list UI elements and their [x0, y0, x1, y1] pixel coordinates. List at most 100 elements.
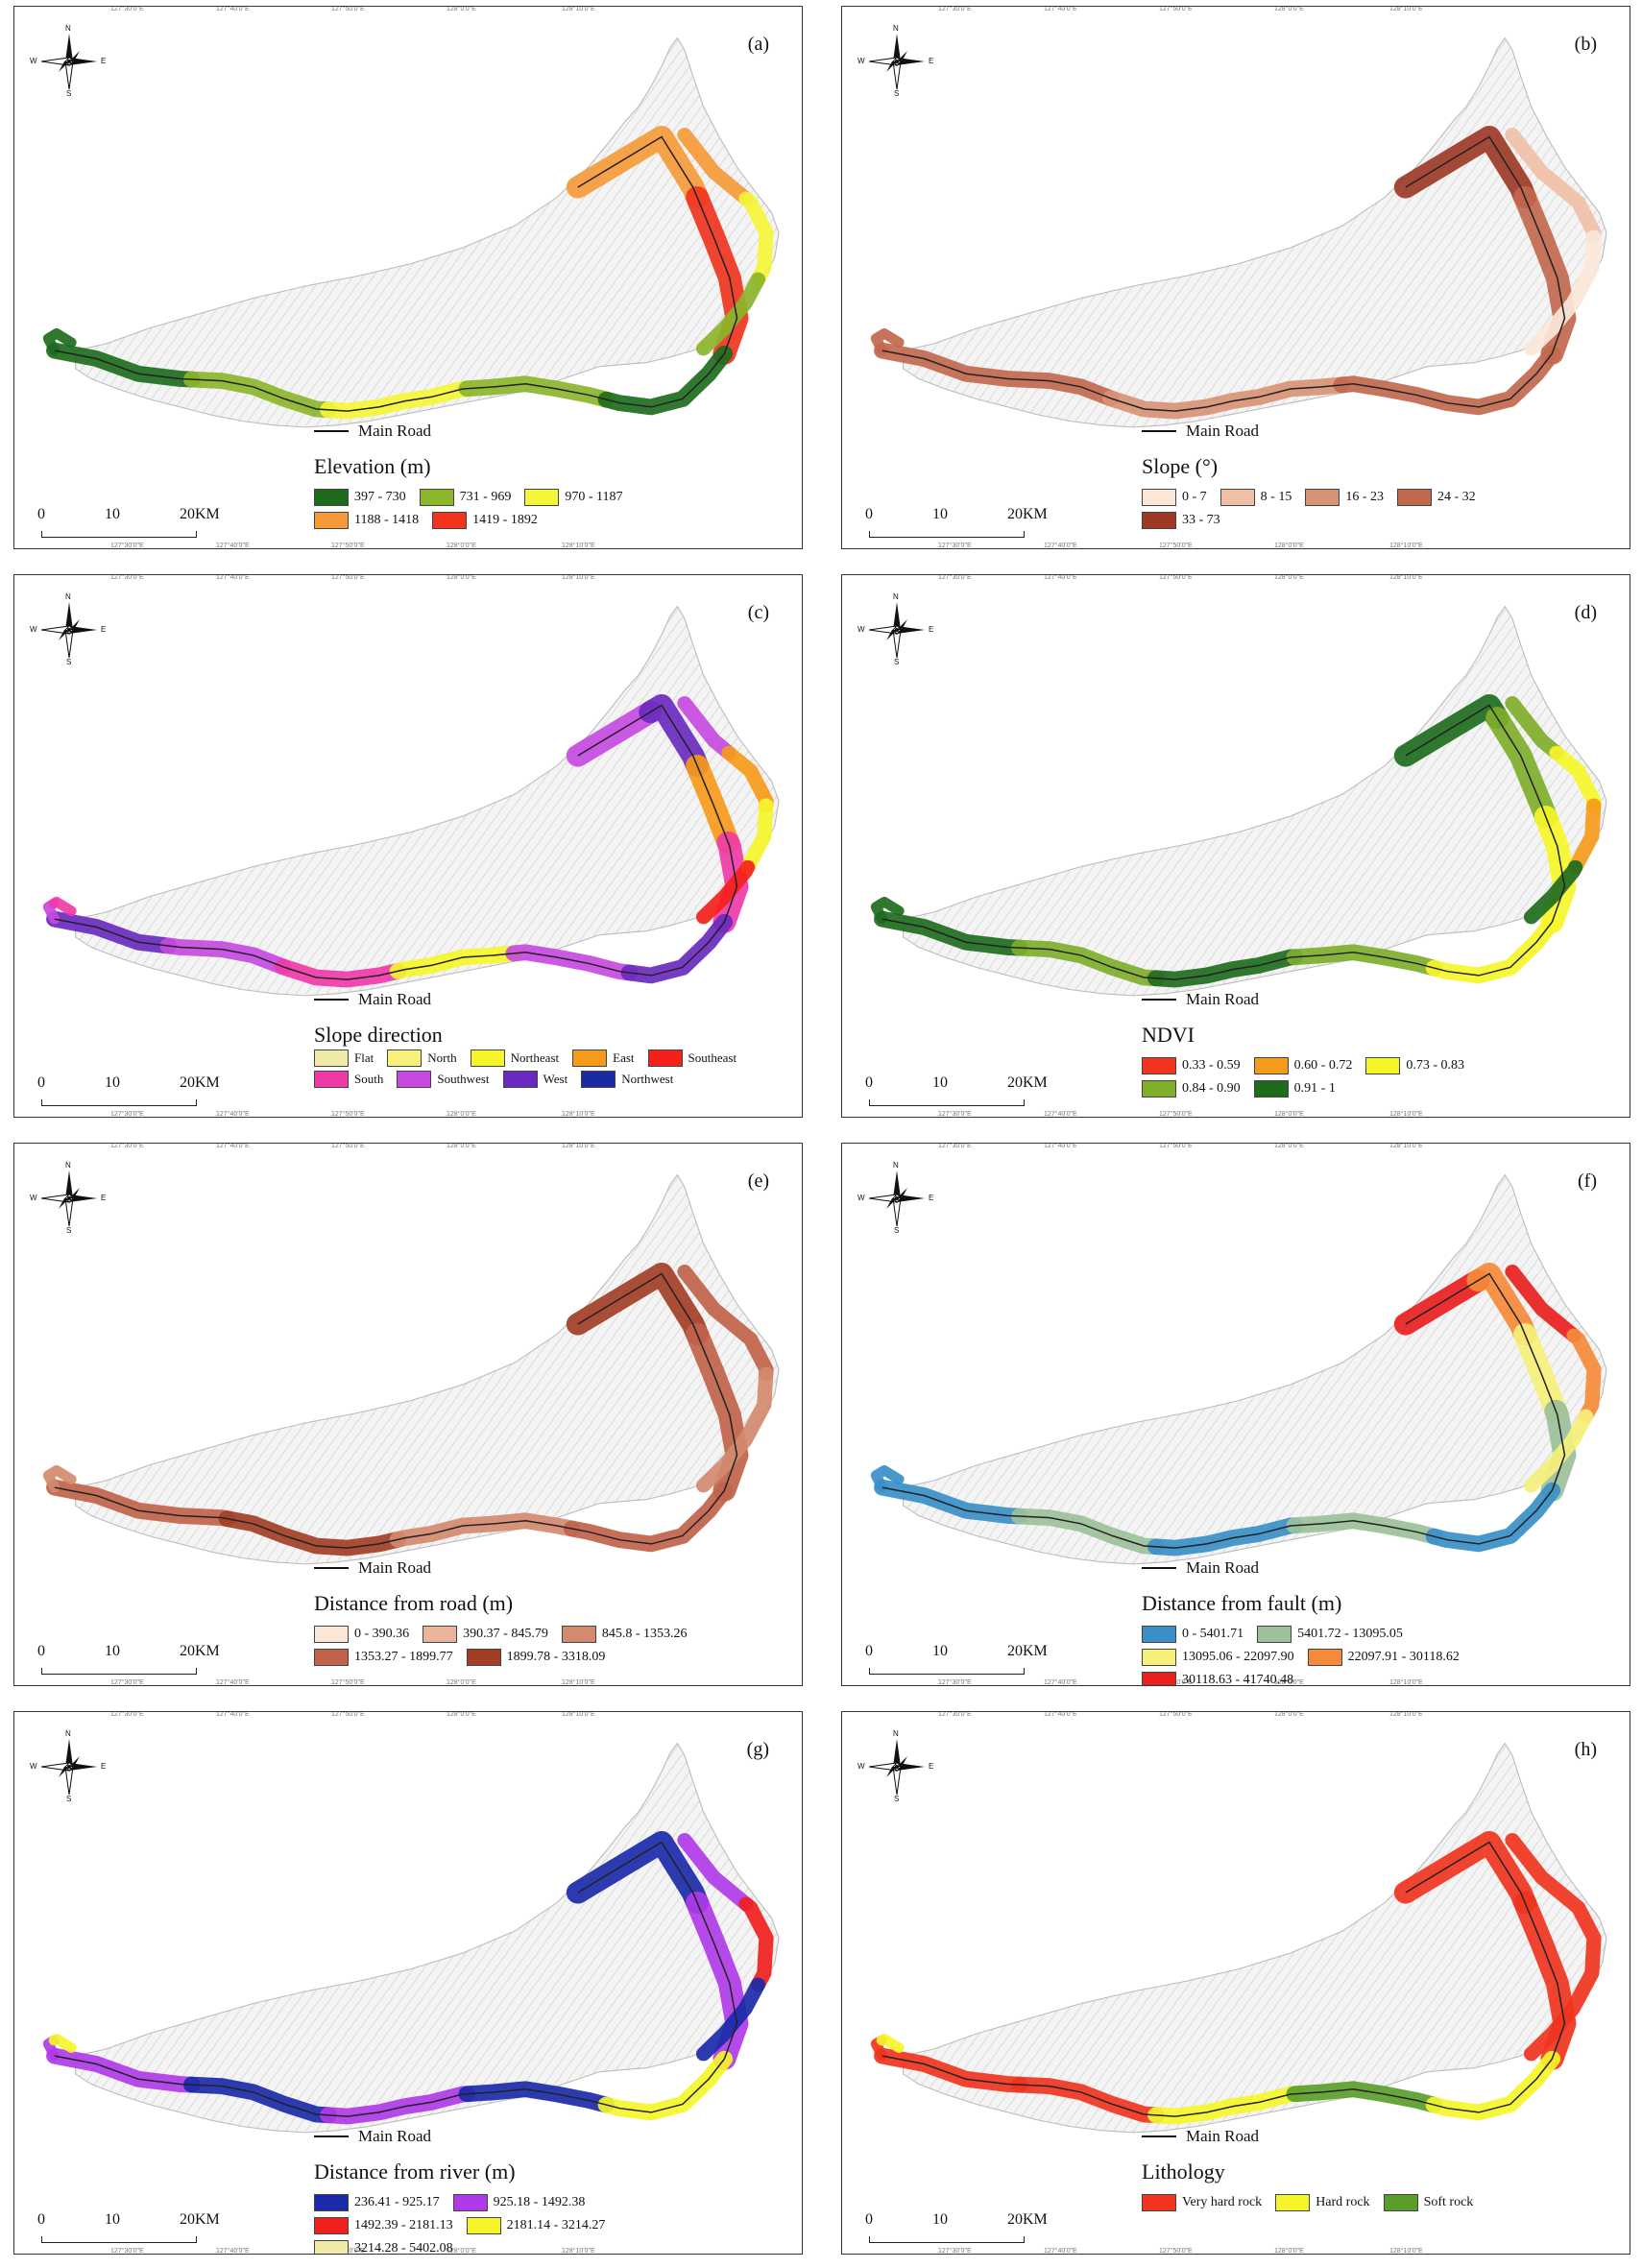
- scale-label-10: 10: [105, 2211, 120, 2228]
- road-legend-label: Main Road: [1186, 990, 1260, 1008]
- panel-label: (a): [747, 34, 769, 55]
- study-area-hillshade: [75, 1742, 780, 2134]
- legend-swatch: [1397, 489, 1433, 506]
- road-legend-label: Main Road: [358, 2127, 432, 2145]
- legend-label: Hard rock: [1316, 2195, 1370, 2209]
- scale-bar-ruler: [41, 1668, 197, 1675]
- main-road-line: [1405, 1272, 1566, 1491]
- study-area-hillshade: [903, 36, 1607, 428]
- longitude-tick-label: 128°0'0"E: [447, 1679, 476, 1686]
- panel-label: (b): [1574, 34, 1597, 55]
- longitude-tick-label: 127°30'0"E: [110, 1679, 144, 1686]
- scale-bar-ruler: [869, 2236, 1025, 2243]
- legend-label: 390.37 - 845.79: [463, 1627, 548, 1641]
- panel-label: (d): [1574, 602, 1597, 623]
- main-road-line: [54, 918, 726, 980]
- class-band-east: [677, 128, 774, 356]
- longitude-tick-label: 128°0'0"E: [1274, 1679, 1304, 1686]
- legend-items: 0 - 7 8 - 15 16 - 23 24 - 32 33 - 73: [1142, 489, 1545, 529]
- class-band-east: [677, 1833, 774, 2062]
- scale-bar: 0 10 20KM: [36, 506, 220, 541]
- compass-e-label: E: [929, 1762, 934, 1771]
- legend-swatch: [1142, 1080, 1176, 1098]
- compass-n-label: N: [65, 1161, 71, 1170]
- main-road-line: [1405, 1841, 1566, 2060]
- longitude-tick-label: 127°40'0"E: [216, 2248, 250, 2255]
- legend-swatch: [1305, 489, 1340, 506]
- panel-label: (f): [1578, 1170, 1597, 1192]
- legend-swatch: [387, 1050, 423, 1067]
- longitude-tick-label: 127°50'0"E: [331, 6, 365, 12]
- map-panel: 127°30'0"E 127°30'0"E 127°40'0"E 127°40'0"E…: [13, 1143, 803, 1686]
- compass-w-label: W: [857, 1194, 865, 1202]
- compass-n-label: N: [893, 1729, 899, 1738]
- longitude-tick-label: 127°50'0"E: [1159, 543, 1193, 549]
- compass-n-label: N: [65, 24, 71, 33]
- legend-item: 845.8 - 1353.26: [561, 1626, 688, 1643]
- class-band-east: [1505, 1265, 1602, 1493]
- legend-label: 5401.72 - 13095.05: [1297, 1627, 1403, 1641]
- longitude-tick-label: 127°50'0"E: [1159, 6, 1193, 12]
- main-road-line: [881, 918, 1554, 980]
- legend-label: 731 - 969: [459, 490, 512, 504]
- longitude-tick-label: 127°50'0"E: [331, 1711, 365, 1718]
- legend-label: 0 - 7: [1182, 490, 1207, 504]
- legend-items: 0 - 390.36 390.37 - 845.79 845.8 - 1353.26…: [314, 1626, 717, 1666]
- legend-swatch: [314, 1626, 349, 1643]
- legend-label: 1188 - 1418: [354, 513, 420, 527]
- longitude-tick-label: 128°0'0"E: [447, 1143, 476, 1149]
- legend-label: Southwest: [437, 1072, 490, 1086]
- longitude-tick-label: 127°40'0"E: [1044, 6, 1077, 12]
- longitude-tick-label: 128°10'0"E: [562, 1111, 595, 1118]
- legend-item: 3214.28 - 5402.08: [314, 2240, 453, 2254]
- legend-item: Hard rock: [1275, 2194, 1370, 2211]
- legend-swatch: [423, 1626, 458, 1643]
- road-legend-label: Main Road: [1186, 2127, 1260, 2145]
- legend-item: 0.60 - 0.72: [1253, 1057, 1352, 1074]
- map-panel: 127°30'0"E 127°30'0"E 127°40'0"E 127°40'0"E…: [13, 1711, 803, 2255]
- legend-label: 925.18 - 1492.38: [493, 2195, 586, 2209]
- main-road-line: [54, 350, 726, 412]
- class-band-east: [1505, 128, 1602, 356]
- legend-label: 33 - 73: [1182, 513, 1220, 527]
- main-road-line: [881, 350, 1554, 412]
- legend-swatch: [470, 1050, 505, 1067]
- longitude-tick-label: 127°30'0"E: [938, 1143, 972, 1149]
- main-road-line: [881, 1486, 1554, 1549]
- scale-bar: 0 10 20KM: [36, 1643, 220, 1677]
- study-area-hillshade: [75, 605, 780, 997]
- longitude-tick-label: 128°10'0"E: [1389, 574, 1423, 581]
- longitude-tick-label: 127°40'0"E: [1044, 2248, 1077, 2255]
- terrain-map: [870, 1173, 1607, 1565]
- longitude-tick-label: 128°10'0"E: [562, 1143, 595, 1149]
- main-road-legend: Main Road: [314, 2127, 431, 2146]
- longitude-tick-label: 127°50'0"E: [331, 543, 365, 549]
- north-arrow-icon: N S W E: [30, 24, 106, 98]
- road-legend-label: Main Road: [1186, 422, 1260, 440]
- class-band-east: [1505, 1265, 1602, 1493]
- legend-item: 0 - 5401.71: [1142, 1626, 1244, 1643]
- legend-label: South: [354, 1072, 384, 1086]
- legend-swatch: [314, 1649, 349, 1666]
- longitude-tick-label: 128°10'0"E: [562, 1679, 595, 1686]
- compass-n-label: N: [893, 1161, 899, 1170]
- legend-swatch: [1142, 1649, 1176, 1666]
- legend-swatch: [572, 1050, 608, 1067]
- road-line-swatch: [314, 1567, 349, 1569]
- study-area-hillshade: [903, 605, 1607, 997]
- road-line-swatch: [314, 430, 349, 432]
- scale-label-20km: 20KM: [1007, 2211, 1048, 2228]
- study-area-hillshade: [903, 1742, 1607, 2134]
- longitude-tick-label: 127°30'0"E: [938, 6, 972, 12]
- legend-swatch: [314, 512, 349, 529]
- compass-w-label: W: [30, 625, 37, 634]
- compass-s-label: S: [894, 1226, 900, 1235]
- longitude-tick-label: 127°30'0"E: [938, 1679, 972, 1686]
- compass-w-label: W: [857, 1762, 865, 1771]
- panel-label: (g): [746, 1739, 769, 1760]
- scale-label-0: 0: [37, 1074, 45, 1091]
- legend-label: 30118.63 - 41740.48: [1182, 1673, 1294, 1686]
- main-road-line: [1405, 135, 1566, 354]
- main-road-line: [577, 135, 738, 354]
- legend-swatch: [466, 2217, 501, 2234]
